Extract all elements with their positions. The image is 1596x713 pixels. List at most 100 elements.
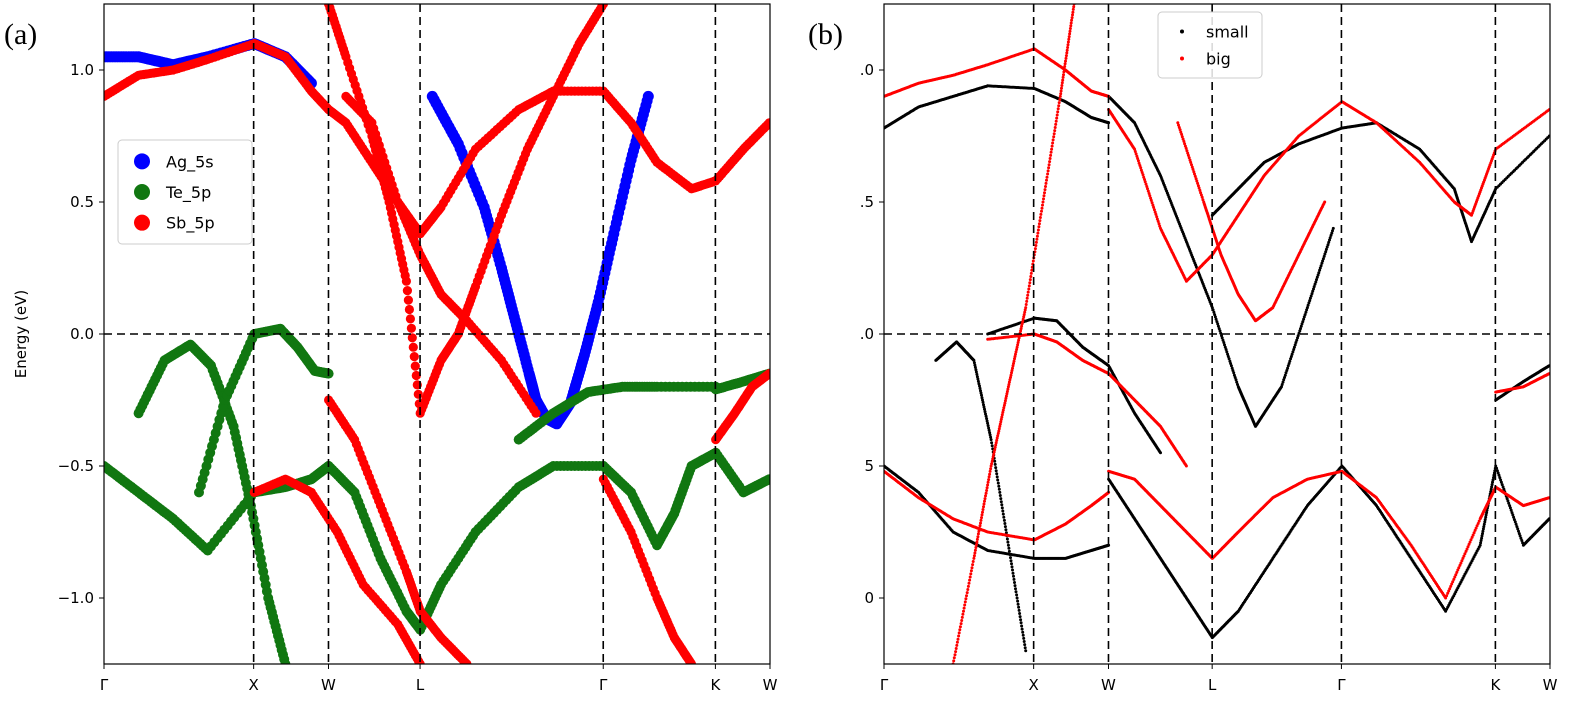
- data-point: [1296, 336, 1299, 340]
- data-point: [1234, 378, 1238, 382]
- data-point: [1310, 292, 1314, 296]
- plot-area: [884, 4, 1550, 664]
- data-point: [1232, 371, 1236, 375]
- data-point: [1226, 355, 1230, 358]
- data-point: [1312, 287, 1315, 291]
- data-point: [1307, 301, 1311, 305]
- data-point: [998, 490, 1002, 494]
- data-point: [1001, 512, 1005, 516]
- data-point: [1284, 371, 1288, 375]
- data-point: [413, 389, 423, 399]
- data-point: [1231, 369, 1235, 372]
- data-point: [997, 484, 1001, 488]
- data-point: [1225, 350, 1229, 354]
- data-point: [1294, 341, 1298, 344]
- data-point: [1006, 543, 1010, 547]
- data-point: [1306, 303, 1310, 307]
- data-point: [1318, 266, 1322, 270]
- data-point: [1282, 378, 1286, 382]
- data-point: [1285, 369, 1289, 372]
- data-point: [994, 466, 998, 470]
- data-point: [1000, 503, 1004, 507]
- legend-label: Te_5p: [165, 183, 211, 203]
- data-point: [1006, 540, 1010, 544]
- data-point: [1001, 509, 1005, 513]
- data-point: [1323, 200, 1327, 204]
- data-point: [764, 118, 770, 128]
- data-point: [1318, 268, 1322, 272]
- data-point: [1217, 327, 1221, 331]
- data-point: [1315, 275, 1319, 279]
- data-point: [1015, 593, 1019, 597]
- legend-entry: Te_5p: [134, 183, 211, 203]
- legend-entry: Ag_5s: [134, 152, 214, 172]
- data-point: [1325, 245, 1329, 249]
- data-point: [1213, 313, 1217, 317]
- y-axis-label: Energy (eV): [12, 290, 30, 378]
- data-point: [405, 314, 415, 324]
- data-point: [1017, 608, 1021, 612]
- data-point: [1023, 643, 1027, 647]
- data-point: [1308, 296, 1312, 300]
- data-point: [404, 304, 414, 315]
- data-point: [1299, 324, 1303, 328]
- data-point: [1321, 259, 1325, 263]
- data-point: [686, 659, 697, 664]
- data-point: [1299, 327, 1302, 331]
- x-tick-label: W: [763, 676, 778, 694]
- data-point: [1315, 278, 1318, 282]
- data-point: [1229, 362, 1233, 365]
- data-point: [410, 361, 420, 371]
- data-point: [1233, 376, 1237, 379]
- data-point: [1314, 280, 1318, 284]
- legend-marker: [134, 214, 150, 231]
- data-point: [642, 90, 654, 102]
- data-point: [409, 352, 419, 362]
- data-point: [1009, 559, 1013, 563]
- legend-marker: [134, 184, 150, 200]
- data-point: [1218, 329, 1222, 333]
- data-point: [1311, 289, 1315, 293]
- y-tick-label: 0.5: [70, 193, 94, 211]
- data-point: [402, 286, 412, 296]
- data-point: [1007, 549, 1011, 553]
- data-point: [998, 494, 1002, 497]
- data-point: [1286, 364, 1290, 368]
- data-point: [1008, 553, 1012, 556]
- data-point: [1216, 324, 1220, 328]
- y-tick-label: 0.0: [70, 325, 94, 343]
- data-point: [1301, 320, 1305, 324]
- data-point: [995, 472, 999, 476]
- data-point: [1002, 518, 1006, 522]
- plot-area: [104, 4, 770, 664]
- data-point: [1015, 596, 1019, 600]
- data-point: [1010, 565, 1014, 569]
- data-point: [1305, 306, 1309, 310]
- data-point: [764, 369, 770, 379]
- data-point: [1009, 556, 1012, 560]
- y-tick-label: −0.5: [58, 457, 94, 475]
- data-point: [1018, 612, 1022, 615]
- data-point: [1016, 599, 1020, 603]
- data-point: [531, 408, 541, 418]
- data-point: [1329, 233, 1333, 237]
- data-point: [1316, 273, 1320, 277]
- data-point: [1019, 621, 1023, 625]
- data-point: [1002, 515, 1006, 519]
- data-point: [1312, 285, 1316, 289]
- y-tick-label: −1.0: [58, 589, 94, 607]
- data-point: [1018, 615, 1022, 619]
- x-tick-label: K: [710, 676, 721, 694]
- series-small: [884, 84, 1550, 653]
- data-point: [1292, 348, 1296, 351]
- data-point: [1289, 357, 1293, 361]
- data-point: [990, 441, 994, 445]
- data-point: [999, 497, 1003, 501]
- data-point: [1215, 320, 1219, 324]
- legend-label: Ag_5s: [166, 152, 214, 172]
- data-point: [1007, 546, 1011, 550]
- data-point: [407, 333, 417, 343]
- data-point: [1223, 345, 1227, 349]
- data-point: [764, 474, 770, 485]
